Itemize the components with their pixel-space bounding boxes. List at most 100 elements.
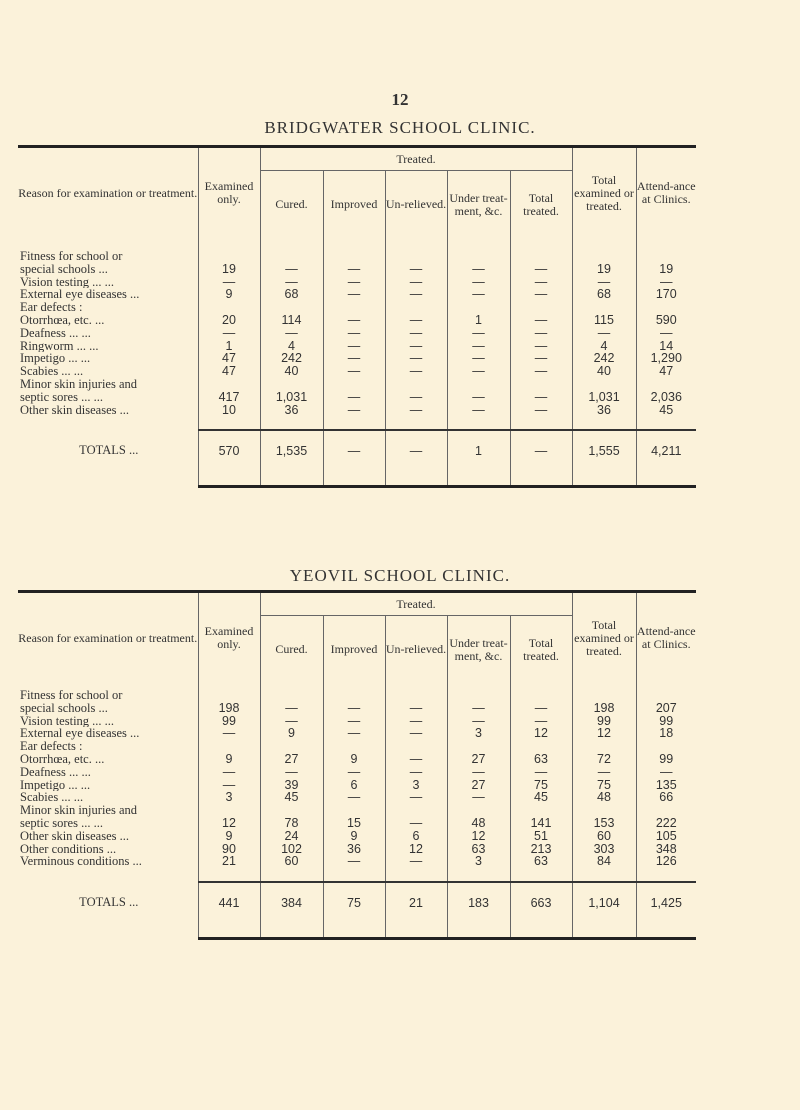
cell-value: — (509, 403, 572, 417)
header-total-examined: Total examined or treated. (571, 145, 636, 238)
cell-value: 102 (259, 842, 323, 856)
cell-value: — (384, 365, 447, 378)
cell-value: — (446, 714, 510, 728)
cell-value: 348 (635, 842, 696, 856)
cell-value: 19 (197, 262, 260, 276)
cell-value: — (322, 390, 385, 404)
table-row: External eye diseases ... —9— —3 12 12 18 (18, 727, 696, 741)
table-row: Fitness for school or (18, 689, 696, 702)
cell-value: 90 (197, 842, 260, 856)
cell-value: 39 (259, 778, 323, 792)
cell-value: 47 (197, 352, 260, 366)
cell-value (446, 804, 510, 817)
total-value: 663 (509, 881, 572, 924)
cell-value: 303 (571, 842, 636, 856)
cell-value (322, 689, 385, 702)
cell-value: — (197, 765, 260, 779)
cell-value (571, 740, 636, 753)
header-under-treatment: Under treat-ment, &c. (446, 615, 510, 683)
total-value: 441 (197, 881, 260, 924)
yeovil-clinic-table: Reason for examination or treatment. Exa… (18, 589, 696, 941)
row-label: Other conditions ... (20, 842, 117, 856)
cell-value: 4 (259, 339, 323, 353)
cell-value: — (322, 275, 385, 289)
row-label: special schools ... (20, 262, 108, 276)
cell-value: — (197, 727, 260, 741)
totals-row: TOTALS ... 570 1,535— —1—1,555 4,211 (18, 429, 696, 472)
cell-value: 3 (197, 791, 260, 805)
row-label: External eye diseases ... (20, 727, 140, 741)
total-value: 1,535 (259, 429, 323, 472)
total-value: 183 (446, 881, 510, 924)
header-total-examined: Total examined or treated. (571, 590, 636, 683)
total-value: 570 (197, 429, 260, 472)
row-label: Otorrhœa, etc. ... (20, 752, 105, 766)
cell-value (635, 804, 696, 817)
cell-value: 45 (635, 403, 696, 417)
row-label: Fitness for school or (20, 689, 123, 702)
header-reason: Reason for examination or treatment. (18, 145, 198, 238)
table-row: Other skin diseases ... 9 24 9 6 12 51 60 105 (18, 829, 696, 843)
cell-value: — (446, 326, 510, 340)
cell-value (384, 301, 447, 314)
cell-value: — (384, 714, 447, 728)
cell-value (384, 250, 447, 263)
cell-value: 14 (635, 339, 696, 353)
cell-value: — (384, 288, 447, 302)
totals-row: TOTALS ... 441 384 75 21 183 663 1,104 1,425 (18, 881, 696, 924)
cell-value (446, 250, 510, 263)
cell-value: — (509, 390, 572, 404)
cell-value: — (571, 765, 636, 779)
cell-value (322, 250, 385, 263)
table-row: Other skin diseases ... 10 36— — — —36 45 (18, 403, 696, 417)
row-label: External eye diseases ... (20, 288, 140, 302)
total-value: 384 (259, 881, 323, 924)
cell-value: — (384, 791, 447, 805)
cell-value: — (322, 765, 385, 779)
cell-value: — (259, 275, 323, 289)
total-value: — (509, 429, 572, 472)
table-row: Vision testing ... ... — — — — — — — — (18, 275, 696, 289)
cell-value: — (509, 262, 572, 276)
cell-value: 99 (197, 714, 260, 728)
cell-value: — (384, 403, 447, 417)
table-row: Ear defects : (18, 301, 696, 314)
cell-value: 153 (571, 817, 636, 830)
row-label: Otorrhœa, etc. ... (20, 313, 105, 327)
cell-value: 18 (635, 727, 696, 741)
cell-value (259, 689, 323, 702)
cell-value: — (322, 727, 385, 741)
cell-value: 63 (509, 753, 572, 766)
cell-value: 60 (259, 855, 323, 869)
cell-value (509, 377, 572, 391)
cell-value: — (509, 714, 572, 728)
header-attendance: Attend-ance at Clinics. (635, 590, 696, 683)
cell-value (322, 301, 385, 314)
cell-value: — (509, 326, 572, 340)
cell-value: 15 (322, 817, 385, 830)
cell-value: — (446, 791, 510, 805)
cell-value: — (259, 326, 323, 340)
cell-value (259, 301, 323, 314)
cell-value: 9 (197, 829, 260, 843)
cell-value (259, 804, 323, 817)
cell-value: — (322, 326, 385, 340)
cell-value: — (384, 765, 447, 779)
cell-value (384, 377, 447, 391)
cell-value (384, 689, 447, 702)
cell-value: 19 (571, 262, 636, 276)
totals-label: TOTALS ... (79, 895, 139, 910)
cell-value: 417 (197, 390, 260, 404)
table-row: External eye diseases ... 9 68— — — —68 170 (18, 288, 696, 302)
cell-value: 40 (259, 365, 323, 378)
cell-value (197, 689, 260, 702)
cell-value (509, 689, 572, 702)
cell-value: 24 (259, 829, 323, 843)
table-row: septic sores ... ... 417 1,031— — — —1,031 2,0… (18, 390, 696, 404)
row-label: Verminous conditions ... (20, 855, 142, 869)
header-examined-only: Examined only. (197, 145, 260, 238)
cell-value: 590 (635, 314, 696, 327)
header-cured: Cured. (259, 170, 323, 238)
cell-value (509, 250, 572, 263)
row-label: Ear defects : (20, 740, 83, 753)
